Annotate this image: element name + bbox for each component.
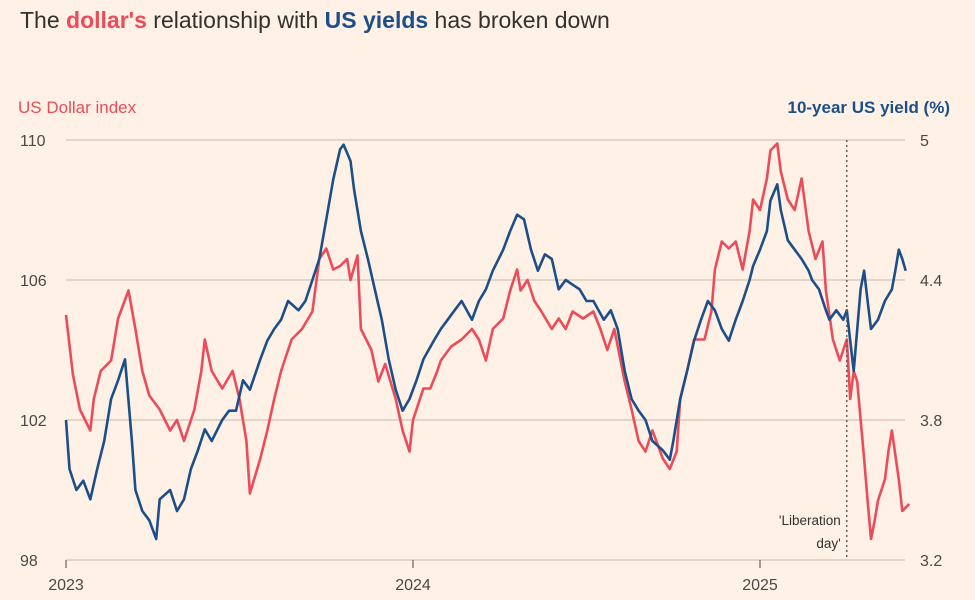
x-tick-label: 2023: [48, 577, 84, 594]
x-tick-label: 2025: [742, 577, 778, 594]
title-dollar: dollar's: [66, 7, 147, 33]
title-suffix: has broken down: [428, 7, 610, 33]
right-axis-label: 10-year US yield (%): [787, 98, 950, 117]
right-tick-label: 4.4: [920, 273, 942, 290]
annotation-line1: 'Liberation: [779, 513, 841, 528]
title-yields: US yields: [325, 7, 429, 33]
left-axis-label: US Dollar index: [18, 98, 137, 117]
left-tick-label: 110: [20, 133, 46, 150]
right-tick-label: 3.2: [920, 553, 942, 570]
dollar-index-line: [64, 142, 911, 541]
us-yield-line: [64, 143, 907, 541]
left-tick-label: 98: [20, 553, 38, 570]
chart-title: The dollar's relationship with US yields…: [20, 7, 610, 33]
x-tick-label: 2024: [395, 577, 431, 594]
title-middle: relationship with: [147, 7, 325, 33]
left-tick-label: 106: [20, 273, 47, 290]
right-tick-label: 3.8: [920, 413, 942, 430]
right-tick-label: 5: [920, 133, 929, 150]
title-prefix: The: [20, 7, 66, 33]
left-tick-label: 102: [20, 413, 47, 430]
annotation-line2: day': [816, 536, 840, 551]
